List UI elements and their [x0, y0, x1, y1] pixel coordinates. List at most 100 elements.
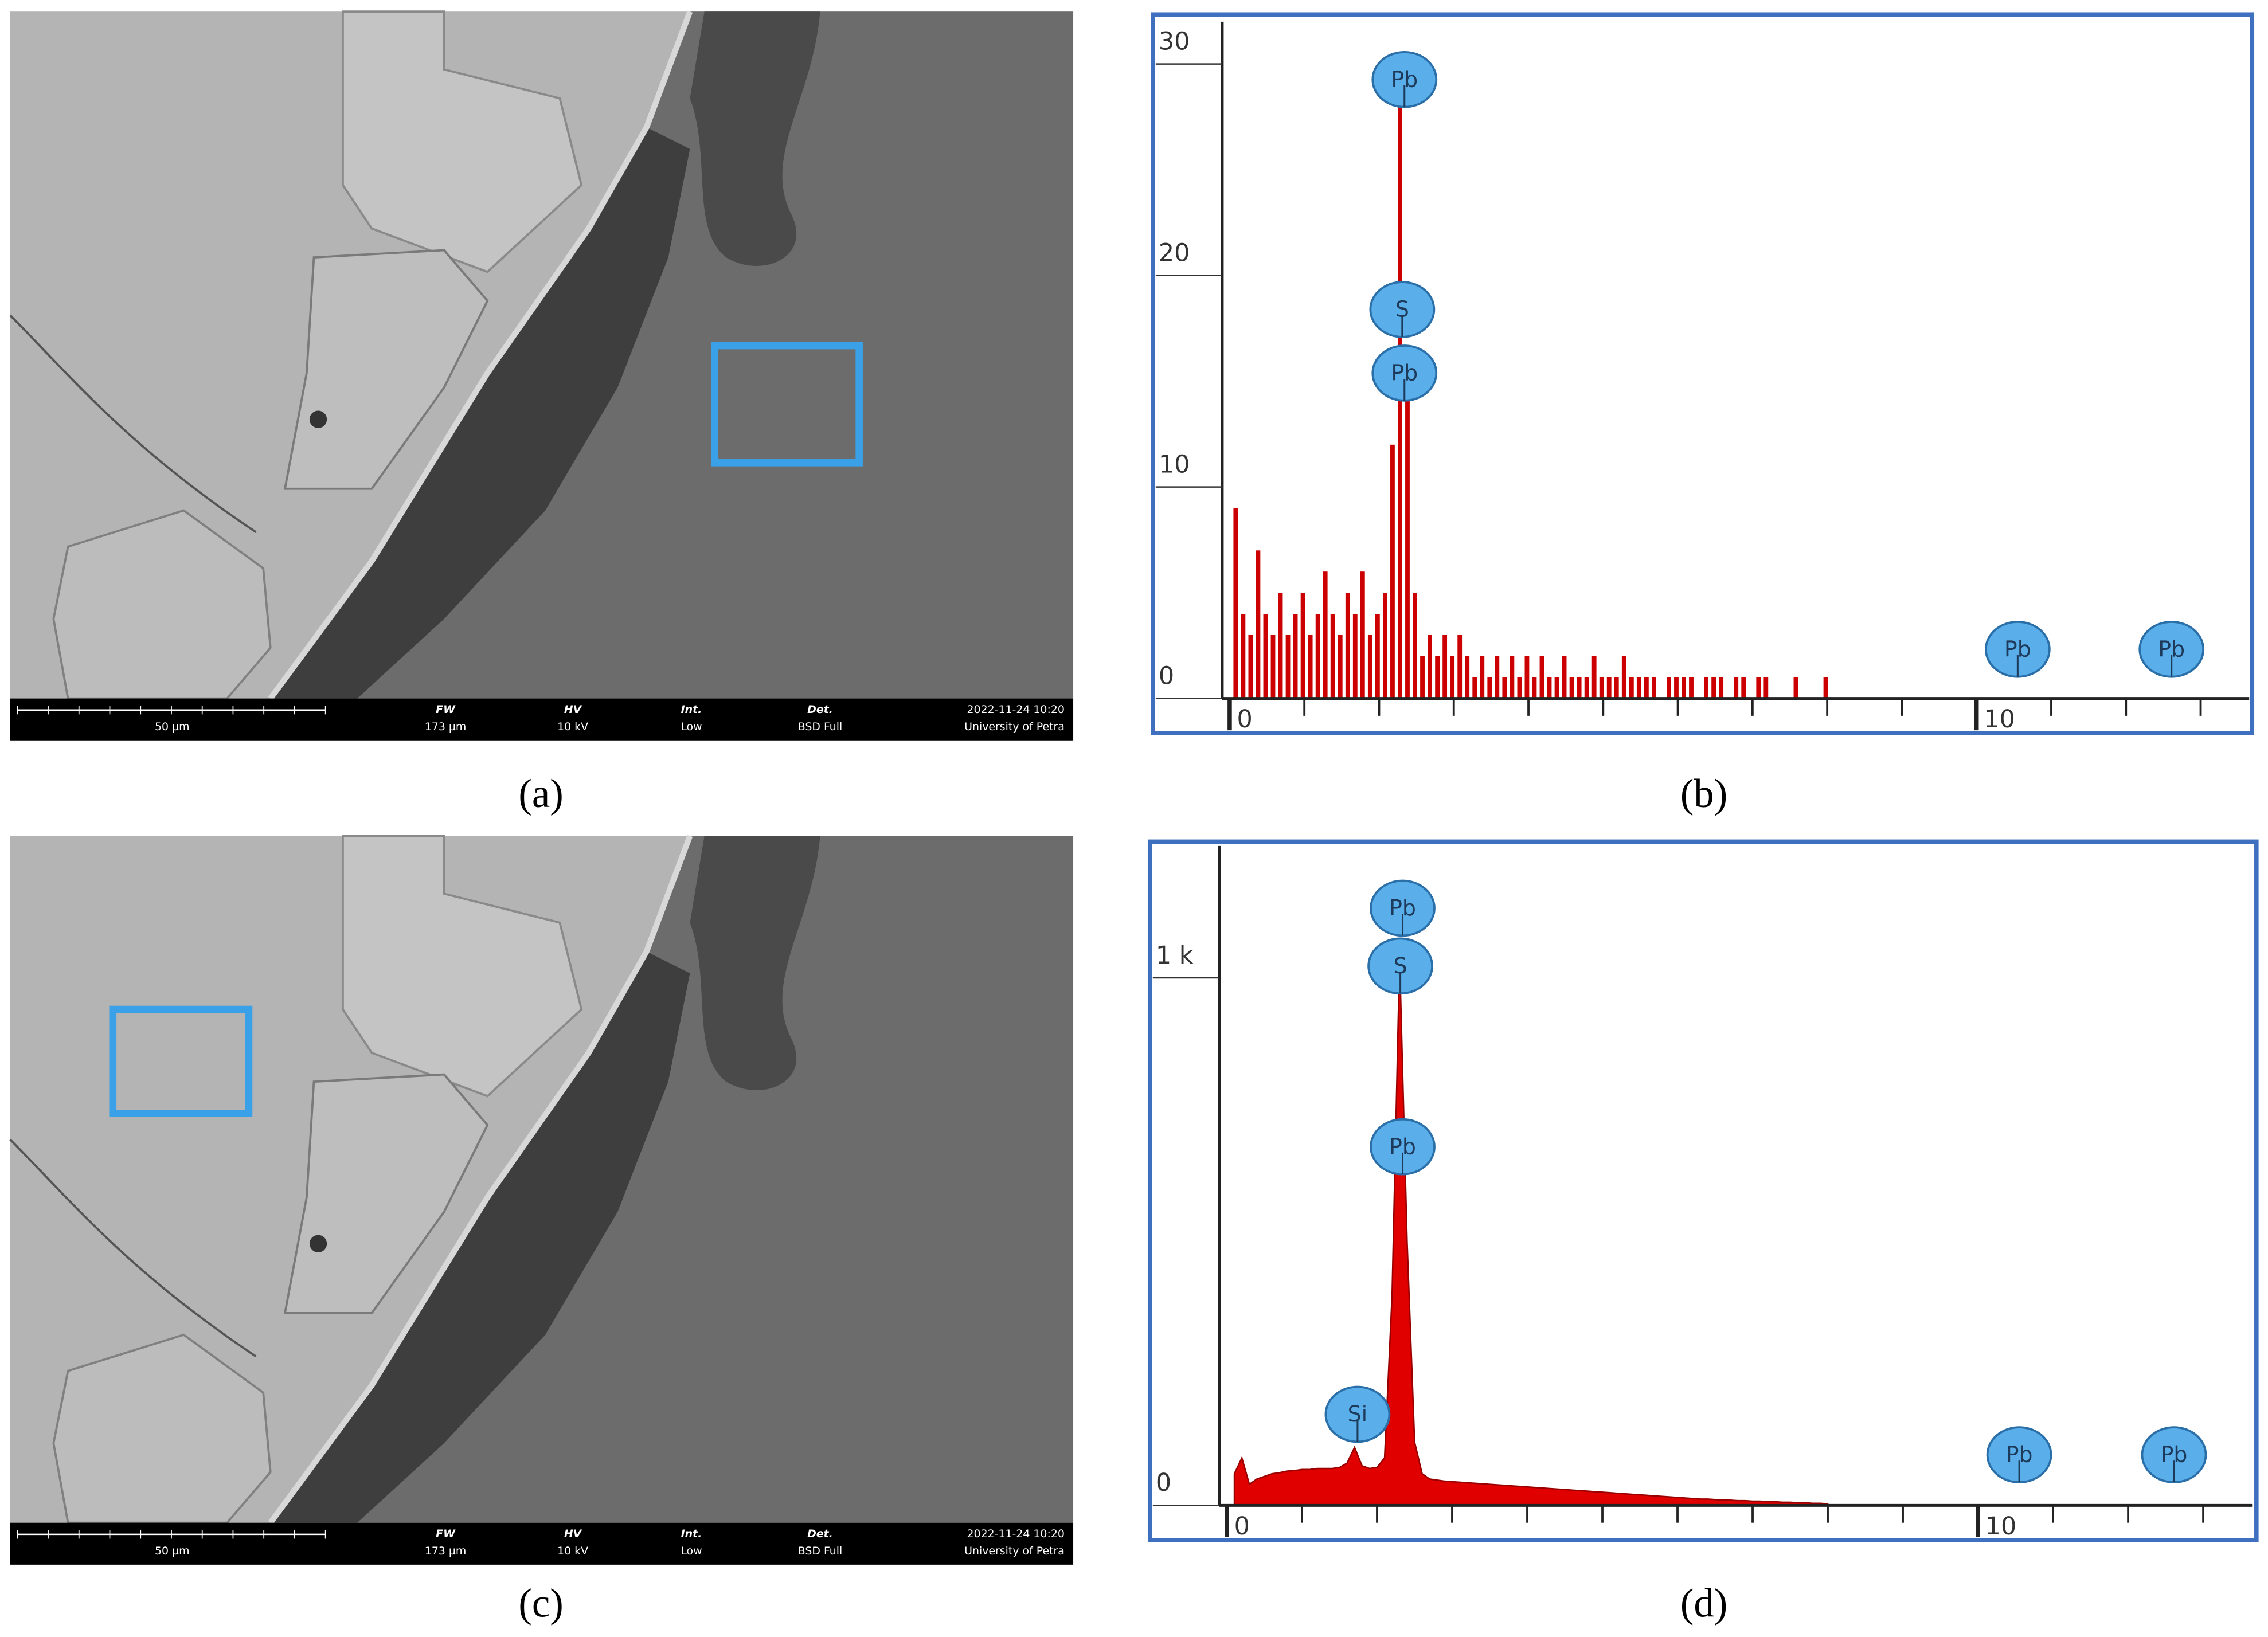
- sem-info-text: HV: [564, 703, 582, 716]
- bar: [1263, 614, 1268, 699]
- bar: [1457, 635, 1463, 699]
- bar: [1450, 656, 1455, 699]
- bar: [1554, 677, 1559, 699]
- peak-label: Pb: [2004, 636, 2031, 661]
- bar: [1577, 677, 1582, 699]
- bar: [1472, 677, 1477, 699]
- sem-info-text: 2022-11-24 10:20: [967, 1528, 1065, 1540]
- bar: [1390, 444, 1395, 699]
- peak-label: S: [1394, 953, 1407, 978]
- peak-label: Pb: [1389, 895, 1416, 921]
- sem-crystal: [283, 249, 489, 490]
- bar: [1629, 677, 1634, 699]
- peak-label: Si: [1348, 1401, 1368, 1427]
- bar: [1270, 635, 1276, 699]
- sem-info-text: 50 µm: [155, 1545, 190, 1557]
- sem-info-text: HV: [564, 1528, 582, 1540]
- bar: [1547, 677, 1552, 699]
- bar: [1591, 656, 1597, 699]
- bar: [1367, 635, 1372, 699]
- bar: [1614, 677, 1619, 699]
- sem-info-text: 173 µm: [425, 1545, 467, 1557]
- sem-info-text: 173 µm: [425, 720, 467, 733]
- bar: [1308, 635, 1313, 699]
- sem-info-text: University of Petra: [964, 720, 1065, 733]
- selection-box: [711, 342, 863, 467]
- sem-info-text: Low: [681, 720, 702, 733]
- y-tick-label: 0: [1159, 661, 1174, 690]
- bar: [1278, 593, 1283, 699]
- bar: [1667, 677, 1671, 699]
- sem-info-text: BSD Full: [798, 1545, 843, 1557]
- spectrum-chart: 0 1 k 0 10 Pb S Pb Si Pb Pb: [1147, 839, 2259, 1542]
- bar: [1352, 614, 1358, 699]
- bar: [1315, 614, 1320, 699]
- bar: [1524, 656, 1530, 699]
- bar: [1621, 656, 1626, 699]
- sem-crystal: [52, 1333, 272, 1524]
- sem-info-bar: 50 µm FW 173 µm HV 10 kV Int. Low Det. BSD Full 2…: [10, 698, 1074, 741]
- bar: [1793, 677, 1798, 699]
- bar: [1442, 635, 1448, 699]
- x-tick-label: 10: [1984, 705, 2015, 734]
- bar: [1233, 508, 1238, 699]
- sem-blob: [690, 11, 820, 266]
- bar: [1517, 677, 1522, 699]
- bar: [1256, 550, 1261, 699]
- bar: [1763, 677, 1769, 699]
- bar: [1510, 656, 1515, 699]
- sem-image: 50 µm FW 173 µm HV 10 kV Int. Low Det. BSD Full 2…: [9, 835, 1074, 1565]
- bar: [1682, 677, 1686, 699]
- bar: [1599, 677, 1604, 699]
- bar: [1711, 677, 1716, 699]
- sem-crystal: [283, 1073, 489, 1314]
- bar: [1375, 614, 1380, 699]
- peak-label: S: [1395, 297, 1409, 322]
- sem-crystal: [52, 509, 272, 700]
- sem-info-text: Det.: [807, 1528, 833, 1540]
- bar: [1465, 656, 1470, 699]
- bar: [1651, 677, 1656, 699]
- sem-crystal: [342, 10, 583, 273]
- area: [1233, 957, 1829, 1506]
- bar: [1502, 677, 1507, 699]
- panel-label: (c): [518, 1581, 563, 1626]
- sem-edge: [9, 314, 257, 534]
- chart-frame: [1151, 12, 2255, 735]
- bar: [1756, 677, 1761, 699]
- bar: [1674, 677, 1679, 699]
- bar: [1689, 677, 1694, 699]
- bar: [1584, 677, 1589, 699]
- peak-label: Pb: [1391, 66, 1418, 92]
- bar: [1330, 614, 1335, 699]
- y-tick-label: 30: [1159, 27, 1190, 56]
- bar: [1338, 635, 1343, 699]
- peak-label: Pb: [2006, 1442, 2033, 1467]
- panel-label: (d): [1680, 1581, 1727, 1626]
- bar: [1823, 677, 1828, 699]
- x-tick-label: 10: [1985, 1512, 2017, 1541]
- bar: [1487, 677, 1492, 699]
- sem-crystal: [342, 835, 583, 1098]
- bar: [1495, 656, 1500, 699]
- bar: [1719, 677, 1724, 699]
- y-tick-label: 0: [1156, 1468, 1171, 1497]
- bar: [1398, 106, 1402, 699]
- bar: [1241, 614, 1246, 699]
- sem-info-text: 10 kV: [557, 1545, 588, 1557]
- bar: [1300, 593, 1305, 699]
- sem-info-text: Int.: [681, 703, 702, 716]
- bar: [1532, 677, 1537, 699]
- sem-info-text: University of Petra: [964, 1545, 1065, 1557]
- bar: [1323, 571, 1328, 699]
- sem-spot: [309, 410, 327, 428]
- bar: [1248, 635, 1253, 699]
- sem-info-bar: 50 µm FW 173 µm HV 10 kV Int. Low Det. BSD Full 2…: [10, 1522, 1074, 1565]
- sem-info-text: FW: [436, 1528, 456, 1540]
- sem-image: 50 µm FW 173 µm HV 10 kV Int. Low Det. BSD Full 2…: [9, 10, 1074, 741]
- bar: [1428, 635, 1432, 699]
- sem-info-text: 50 µm: [155, 720, 190, 733]
- bar: [1285, 635, 1291, 699]
